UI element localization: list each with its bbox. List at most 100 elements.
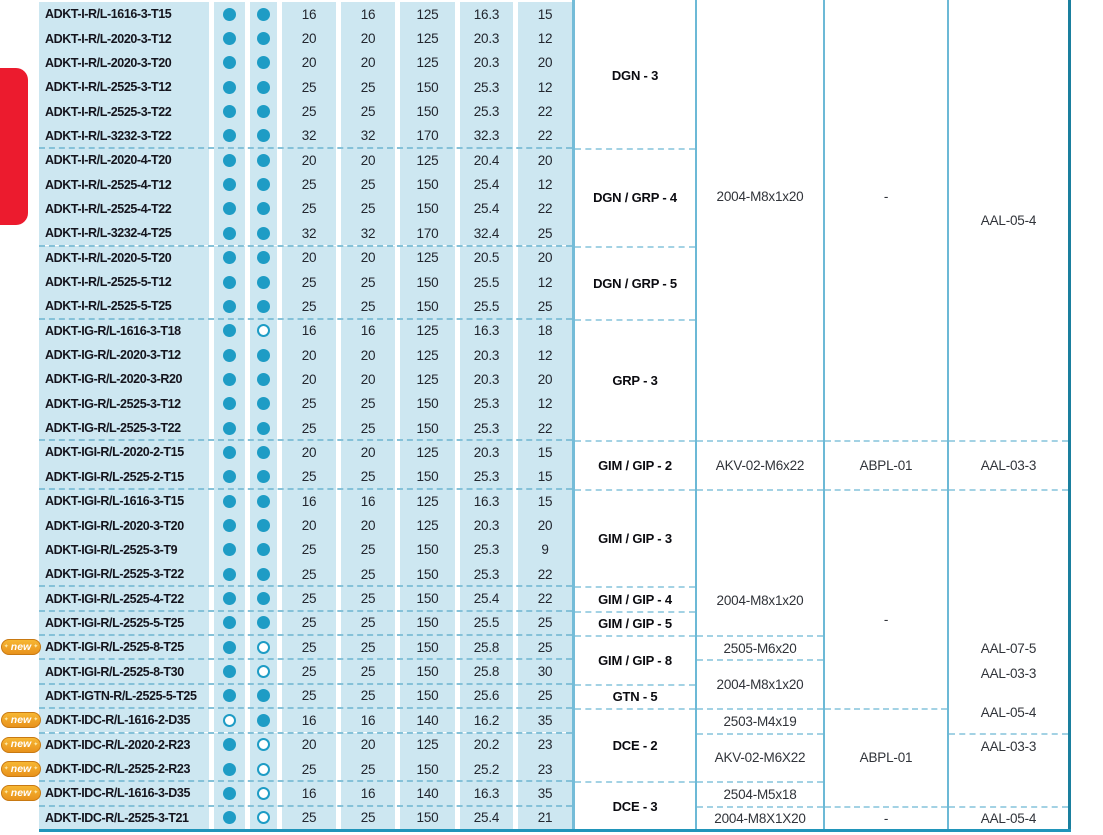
dimension-value-cell: 20	[282, 50, 336, 76]
group-cell: GIM / GIP - 3	[575, 489, 695, 587]
key-cell: ABPL-01	[825, 708, 947, 806]
accessory-label: GIM / GIP - 8	[598, 652, 672, 668]
product-name-cell: ADKT-I-R/L-2020-5-T20	[39, 245, 209, 270]
dimension-value-cell: 150	[400, 610, 455, 636]
dimension-value-cell: 150	[400, 805, 455, 830]
dimension-value-cell: 20.3	[460, 50, 513, 76]
table-row: ADKT-IDC-R/L-1616-3-D35 16 16 140 16.3 35	[39, 781, 572, 806]
dimension-value-cell: 150	[400, 172, 455, 197]
dimension-value-cell: 25	[341, 635, 395, 660]
dimension-value-cell: 20	[282, 732, 336, 757]
sparkle-icon: ✦	[33, 766, 39, 773]
product-name-cell: ADKT-IDC-R/L-1616-2-D35	[39, 708, 209, 733]
column-border	[823, 0, 825, 829]
dimension-value-cell: 23	[518, 732, 572, 757]
table-row: ADKT-I-R/L-2020-3-T12 20 20 125 20.3 12	[39, 26, 572, 51]
table-row: ADKT-IG-R/L-2525-3-T22 25 25 150 25.3 22	[39, 415, 572, 441]
dimension-value-cell: 25	[282, 537, 336, 563]
dimension-value-cell: 25	[341, 99, 395, 124]
accessory-label: AAL-03-3	[980, 665, 1037, 681]
table-row: ADKT-IGI-R/L-2020-2-T15 20 20 125 20.3 15	[39, 440, 572, 465]
sparkle-icon: ✦	[3, 741, 9, 748]
accessory-label: DGN / GRP - 5	[593, 275, 677, 291]
dimension-value-cell: 25	[282, 391, 336, 416]
dimension-value-cell: 20	[282, 342, 336, 368]
availability-cell	[214, 342, 245, 368]
dimension-value-cell: 25	[282, 659, 336, 684]
availability-dot-open-icon	[257, 762, 270, 776]
dimension-value-cell: 35	[518, 708, 572, 733]
group-separator	[39, 804, 572, 807]
dimension-value-cell: 20.2	[460, 732, 513, 757]
accessory-label: DCE - 2	[612, 738, 658, 754]
dimension-value-cell: 22	[518, 196, 572, 222]
dimension-value-cell: 25.3	[460, 75, 513, 100]
availability-dot-filled-icon	[223, 543, 236, 557]
anvil-cell: AAL-05-4	[949, 2, 1068, 441]
product-name-cell: ADKT-I-R/L-3232-4-T25	[39, 221, 209, 246]
availability-dot-open-icon	[223, 713, 236, 727]
dimension-value-cell: 22	[518, 415, 572, 441]
availability-cell	[214, 318, 245, 343]
dimension-value-cell: 25	[341, 75, 395, 100]
product-name-cell: ADKT-IGI-R/L-2525-5-T25	[39, 610, 209, 636]
availability-dot-filled-icon	[223, 251, 236, 265]
dimension-value-cell: 150	[400, 75, 455, 100]
key-cell: -	[825, 489, 947, 709]
product-name-cell: ADKT-IGI-R/L-2525-2-T15	[39, 464, 209, 489]
dimension-value-cell: 25	[341, 464, 395, 489]
dimension-value-cell: 20.4	[460, 148, 513, 173]
product-name-cell: ADKT-IGTN-R/L-2525-5-T25	[39, 683, 209, 709]
new-badge-label: new	[10, 738, 32, 751]
dimension-value-cell: 150	[400, 415, 455, 441]
availability-cell	[250, 245, 277, 270]
red-page-tab	[0, 68, 28, 225]
dimension-value-cell: 25	[282, 269, 336, 295]
table-row: ADKT-I-R/L-2525-3-T12 25 25 150 25.3 12	[39, 75, 572, 100]
dimension-value-cell: 125	[400, 50, 455, 76]
availability-cell	[250, 537, 277, 563]
dimension-value-cell: 20	[341, 26, 395, 51]
table-bottom-border	[39, 829, 1071, 832]
dimension-value-cell: 20	[341, 440, 395, 465]
availability-cell	[250, 659, 277, 684]
screw-cell: AKV-02-M6X22	[697, 732, 823, 782]
product-name-cell: ADKT-I-R/L-3232-3-T22	[39, 123, 209, 149]
availability-cell	[250, 2, 277, 27]
screw-cell: 2004-M8x1x20	[697, 489, 823, 636]
accessory-label: 2505-M6x20	[723, 640, 797, 656]
dimension-value-cell: 25	[282, 172, 336, 197]
dimension-value-cell: 125	[400, 367, 455, 392]
dimension-value-cell: 20	[282, 440, 336, 465]
group-cell: DGN / GRP - 5	[575, 245, 695, 319]
dimension-value-cell: 20	[341, 148, 395, 173]
product-name-cell: ADKT-IGI-R/L-2525-8-T30	[39, 659, 209, 684]
dimension-value-cell: 150	[400, 562, 455, 587]
availability-cell	[214, 562, 245, 587]
dimension-value-cell: 25	[341, 391, 395, 416]
accessory-label: -	[883, 612, 889, 628]
screw-cell: 2004-M8x1x20	[697, 2, 823, 441]
dimension-value-cell: 150	[400, 294, 455, 319]
dimension-value-cell: 125	[400, 26, 455, 51]
dimension-value-cell: 32	[282, 123, 336, 149]
availability-dot-filled-icon	[223, 7, 236, 21]
group-cell: GRP - 3	[575, 318, 695, 441]
anvil-cell: AAL-03-3	[949, 732, 1068, 806]
availability-cell	[214, 708, 245, 733]
dimension-value-cell: 16	[282, 2, 336, 27]
group-separator	[39, 244, 572, 247]
dimension-value-cell: 16	[341, 708, 395, 733]
availability-cell	[250, 635, 277, 660]
availability-dot-filled-icon	[257, 689, 270, 703]
table-row: ADKT-IGI-R/L-2525-4-T22 25 25 150 25.4 22	[39, 586, 572, 611]
dimension-value-cell: 25	[282, 756, 336, 782]
product-name-cell: ADKT-IDC-R/L-2525-2-R23	[39, 756, 209, 782]
screw-cell: 2503-M4x19	[697, 708, 823, 733]
dimension-value-cell: 25.4	[460, 172, 513, 197]
dimension-value-cell: 25	[282, 415, 336, 441]
dimension-value-cell: 25.5	[460, 269, 513, 295]
new-badge-label: new	[10, 714, 32, 727]
table-row: ADKT-I-R/L-2020-3-T20 20 20 125 20.3 20	[39, 50, 572, 76]
